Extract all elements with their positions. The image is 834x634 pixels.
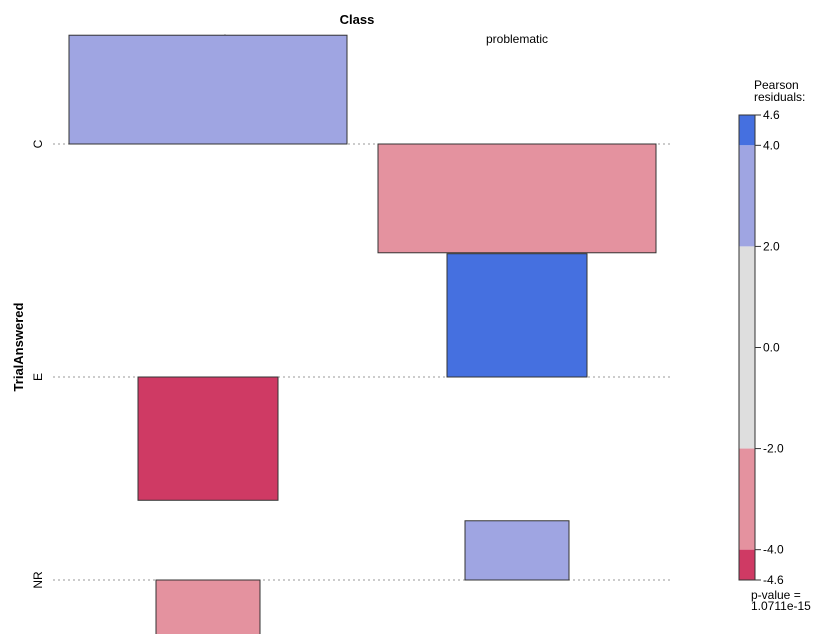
row-label-NR: NR: [31, 571, 45, 589]
bar-C-normal: [68, 34, 348, 145]
row-label-E: E: [31, 373, 45, 381]
p-value-label: p-value =: [751, 588, 801, 602]
column-label-problematic: problematic: [486, 32, 548, 46]
row-labels: C E NR: [31, 139, 45, 588]
legend-tick-label-0: 4.6: [763, 108, 780, 122]
bar-C-problematic: [377, 143, 657, 254]
legend-tick-label-6: -4.6: [763, 573, 784, 587]
legend-band-1: [739, 145, 755, 247]
legend-tick-label-4: -2.0: [763, 442, 784, 456]
legend: Pearson residuals: 4.6 4.0 2.0 0.0 -2.0 -4.0 -…: [738, 78, 811, 613]
legend-title-line1: Pearson: [754, 78, 799, 92]
legend-color-bands: [739, 115, 755, 580]
residual-bars: [68, 34, 657, 634]
bar-NR-normal: [155, 579, 261, 634]
legend-title-line2: residuals:: [754, 90, 805, 104]
legend-tick-label-2: 2.0: [763, 239, 780, 253]
legend-band-2: [739, 246, 755, 449]
legend-ticks: 4.6 4.0 2.0 0.0 -2.0 -4.0 -4.6: [755, 108, 784, 587]
legend-tick-label-5: -4.0: [763, 543, 784, 557]
column-variable-title: Class: [340, 12, 375, 27]
legend-band-0: [739, 115, 755, 146]
bar-E-normal: [137, 376, 279, 501]
row-variable-title: TrialAnswered: [11, 303, 26, 392]
row-label-C: C: [31, 139, 45, 148]
legend-tick-label-1: 4.0: [763, 138, 780, 152]
bar-NR-problematic: [464, 520, 570, 581]
legend-tick-label-3: 0.0: [763, 341, 780, 355]
bar-E-problematic: [446, 253, 588, 378]
p-value-value: 1.0711e-15: [751, 599, 811, 613]
legend-band-4: [739, 549, 755, 580]
legend-band-3: [739, 448, 755, 550]
